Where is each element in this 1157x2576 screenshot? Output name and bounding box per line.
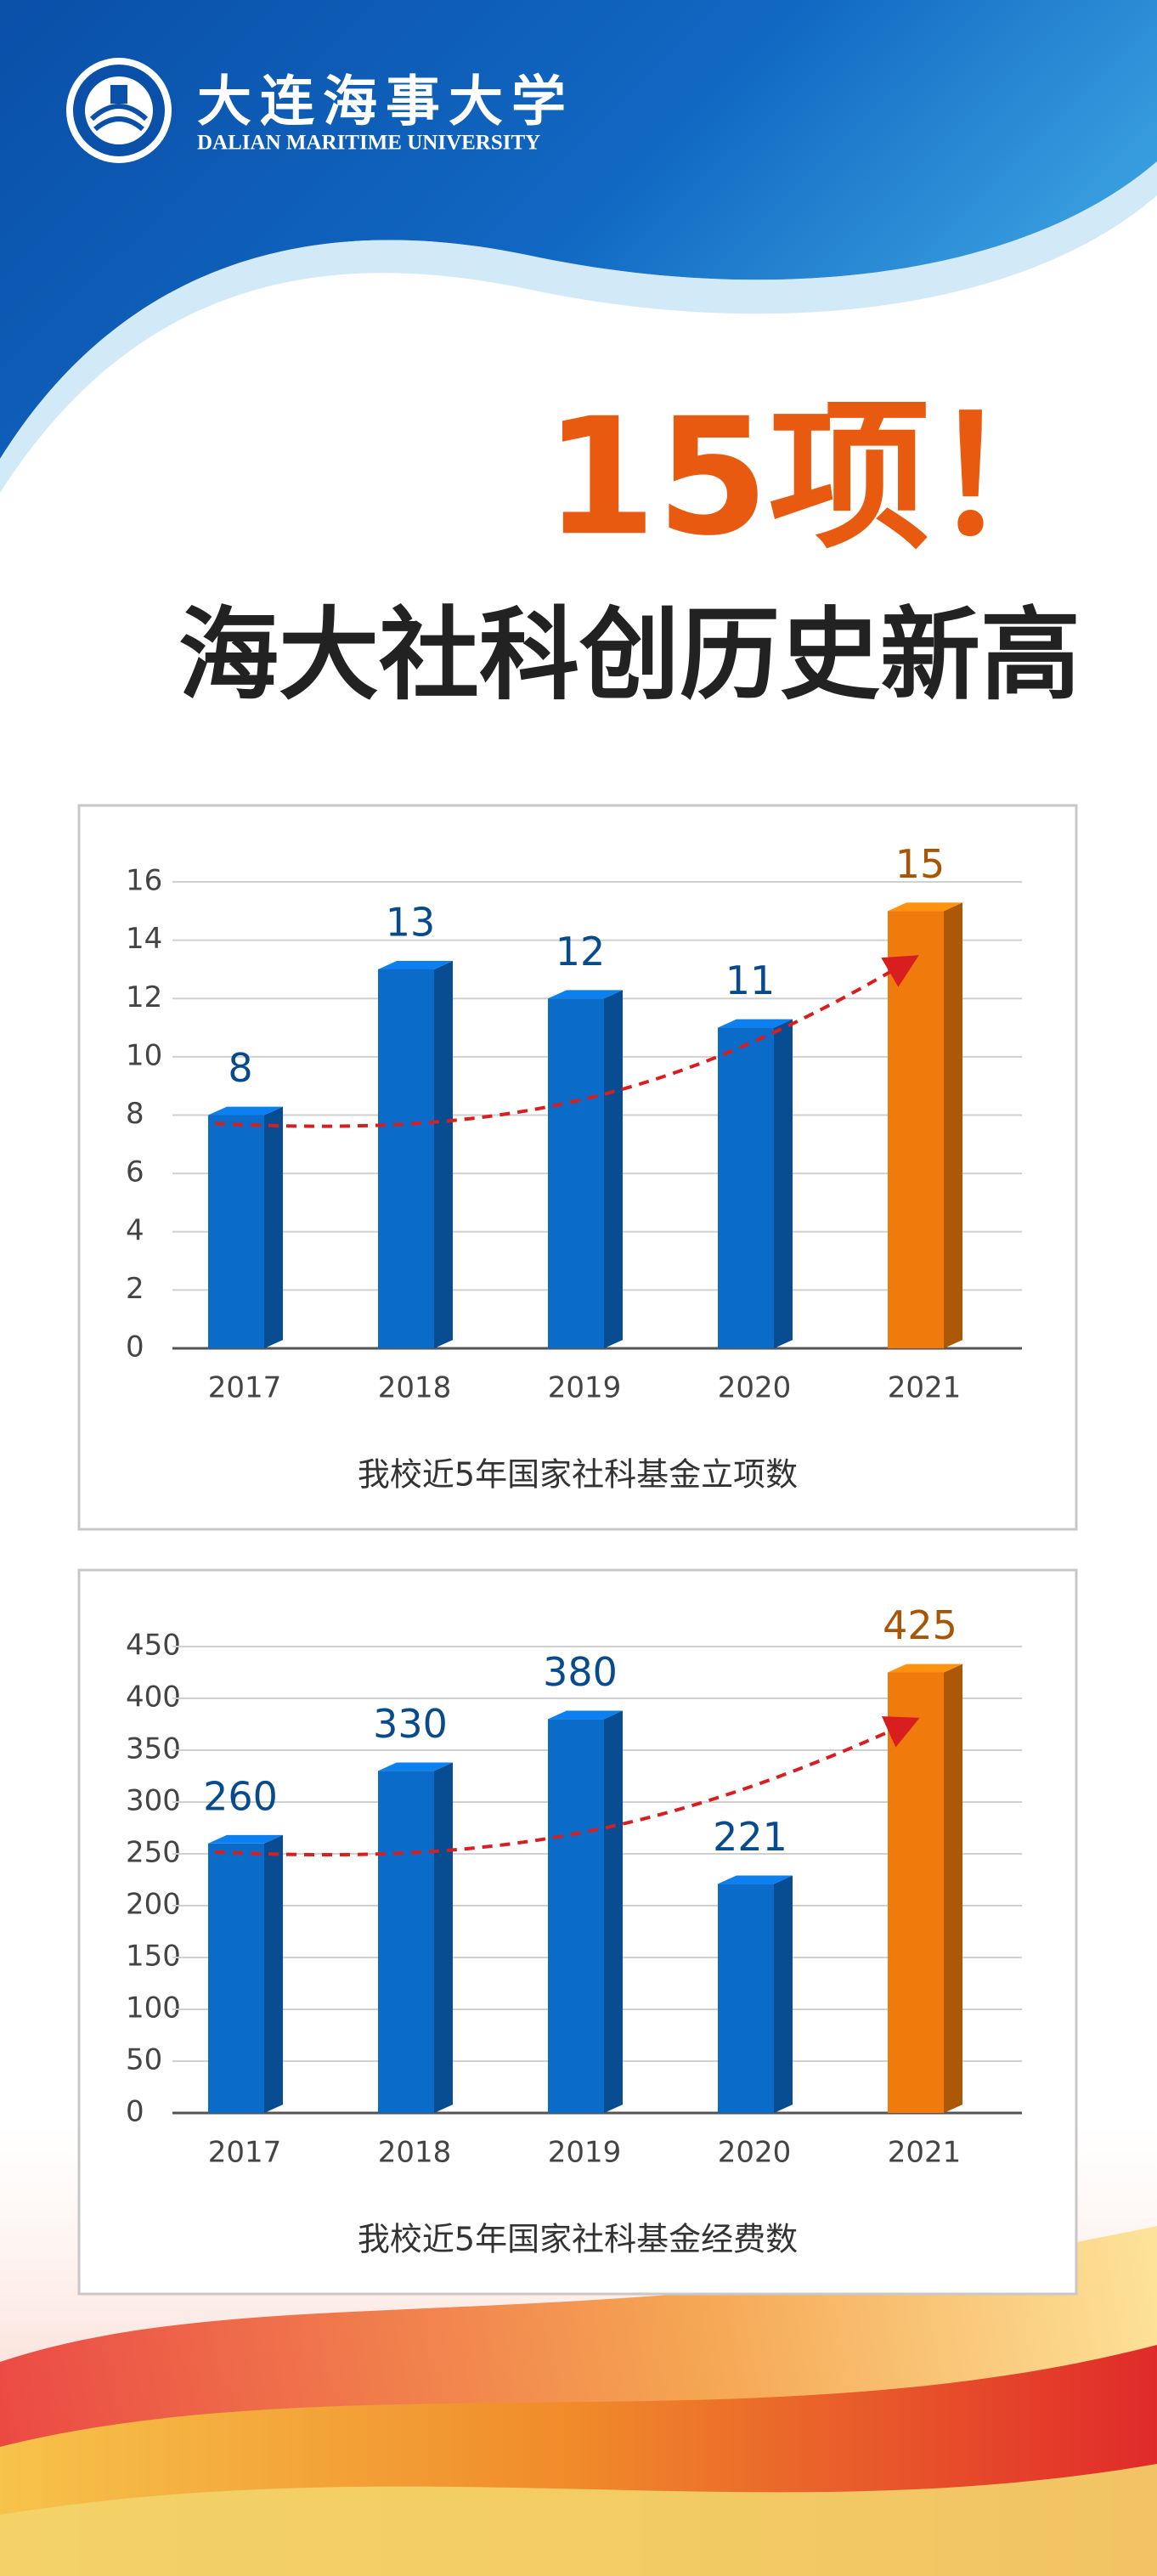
- bar-top: [718, 1875, 793, 1884]
- y-tick-label: 16: [126, 864, 162, 898]
- y-tick-label: 100: [126, 1991, 181, 2025]
- bar-side: [264, 1834, 283, 2113]
- y-tick-label: 12: [126, 980, 162, 1014]
- x-tick-label: 2019: [548, 2136, 622, 2170]
- y-tick-label: 300: [126, 1784, 181, 1818]
- value-label: 11: [725, 958, 776, 1003]
- value-label: 425: [883, 1602, 957, 1648]
- bar: [718, 1027, 774, 1348]
- bar-side: [944, 902, 962, 1348]
- y-tick-label: 50: [126, 2043, 162, 2077]
- bar: [208, 1115, 264, 1348]
- y-tick-label: 10: [126, 1038, 162, 1072]
- bar: [548, 998, 604, 1348]
- value-label: 13: [386, 899, 436, 945]
- y-tick-label: 6: [126, 1155, 144, 1189]
- bar-top: [208, 1834, 283, 1844]
- chart-title: 我校近5年国家社科基金经费数: [358, 2221, 798, 2258]
- bar: [888, 911, 944, 1348]
- value-label: 12: [556, 929, 606, 974]
- bar-side: [264, 1106, 283, 1348]
- bar-side: [434, 961, 453, 1348]
- x-tick-label: 2020: [718, 2136, 792, 2170]
- y-tick-label: 0: [126, 1330, 144, 1364]
- x-tick-label: 2018: [378, 2136, 452, 2170]
- y-tick-label: 350: [126, 1732, 181, 1766]
- y-tick-label: 150: [126, 1940, 181, 1974]
- bar: [888, 1672, 944, 2113]
- bar-side: [774, 1019, 793, 1348]
- x-tick-label: 2021: [888, 1371, 962, 1405]
- y-tick-label: 200: [126, 1888, 181, 1922]
- bar: [718, 1884, 774, 2113]
- bar-side: [604, 990, 623, 1348]
- x-tick-label: 2017: [208, 1371, 282, 1405]
- x-tick-label: 2017: [208, 2136, 282, 2170]
- value-label: 15: [895, 841, 945, 887]
- y-tick-label: 400: [126, 1681, 181, 1715]
- bar-top: [548, 990, 623, 999]
- header-wave: [0, 0, 1157, 459]
- x-tick-label: 2018: [378, 1371, 452, 1405]
- bar-side: [944, 1664, 962, 2113]
- chart-panel: 0 50 100 150 200 250 300 350 400 450 2017 260 2018 33…: [77, 1568, 1078, 2296]
- chart-panel: 0 2 4 6 8 10 12 14 16 2017 8 2018 13 2019 12 2020 11 2021…: [77, 804, 1078, 1531]
- x-tick-label: 2020: [718, 1371, 792, 1405]
- bar-side: [604, 1710, 623, 2113]
- bar-top: [548, 1710, 623, 1720]
- value-label: 330: [373, 1701, 448, 1747]
- bar: [208, 1843, 264, 2113]
- trend-arrow: [214, 1716, 920, 1857]
- y-tick-label: 2: [126, 1272, 144, 1306]
- bar-top: [888, 902, 962, 912]
- y-tick-label: 0: [126, 2095, 144, 2129]
- x-tick-label: 2019: [548, 1371, 622, 1405]
- y-tick-label: 450: [126, 1629, 181, 1663]
- value-label: 221: [713, 1814, 787, 1860]
- bar: [548, 1719, 604, 2113]
- value-label: 260: [203, 1773, 278, 1819]
- bar-top: [718, 1019, 793, 1028]
- y-tick-label: 14: [126, 922, 162, 956]
- y-tick-label: 4: [126, 1213, 144, 1247]
- bar-top: [378, 1762, 453, 1771]
- x-tick-label: 2021: [888, 2136, 962, 2170]
- value-label: 380: [543, 1649, 618, 1695]
- value-label: 8: [228, 1045, 252, 1091]
- bar-side: [774, 1875, 793, 2113]
- bar: [378, 969, 434, 1348]
- y-tick-label: 8: [126, 1097, 144, 1131]
- y-tick-label: 250: [126, 1836, 181, 1870]
- bar-top: [208, 1106, 283, 1116]
- bar-top: [888, 1664, 962, 1673]
- bar: [378, 1771, 434, 2113]
- trend-arrow: [214, 955, 919, 1128]
- headline-count: 15项！: [545, 383, 1092, 571]
- logo: [66, 58, 172, 163]
- bar-side: [434, 1762, 453, 2113]
- university-cn: 大连海事大学: [197, 71, 574, 134]
- university-en: DALIAN MARITIME UNIVERSITY: [197, 132, 540, 155]
- chart-title: 我校近5年国家社科基金立项数: [358, 1456, 798, 1494]
- bar-top: [378, 961, 453, 969]
- headline-subtitle: 海大社科创历史新高: [178, 596, 1081, 714]
